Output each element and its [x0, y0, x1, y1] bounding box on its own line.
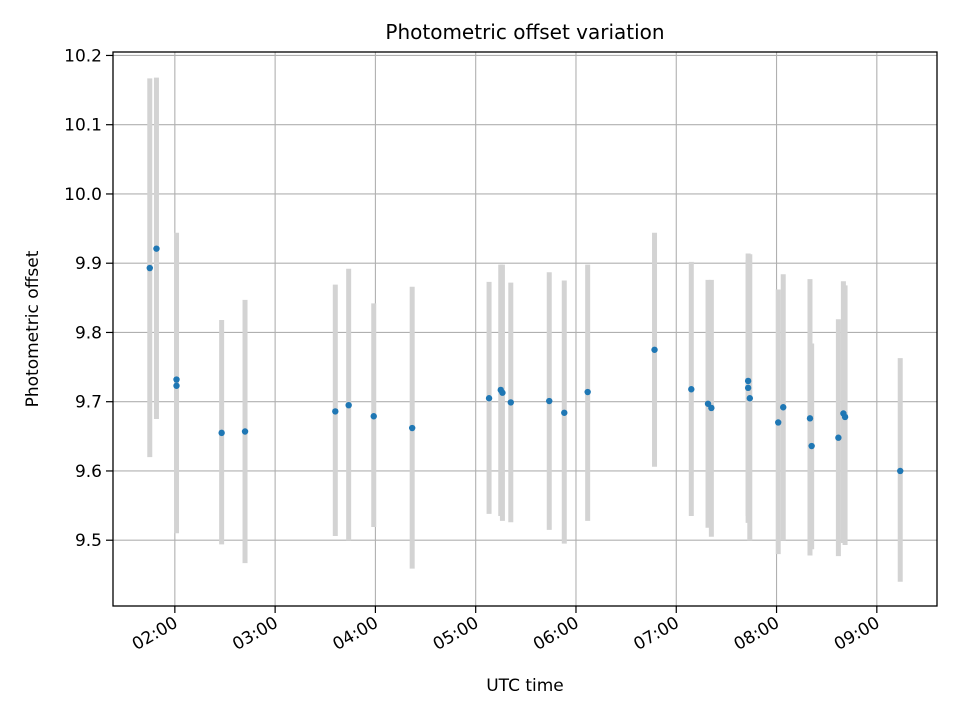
grid-lines [113, 52, 937, 606]
data-point [806, 415, 814, 422]
data-point [561, 409, 568, 416]
data-point [835, 434, 842, 441]
data-point [507, 399, 514, 406]
y-tick-label: 9.5 [75, 531, 102, 551]
data-point [780, 404, 787, 411]
x-axis-title: UTC time [486, 676, 564, 696]
plot-frame [112, 51, 938, 607]
data-point [651, 346, 658, 353]
data-point [897, 467, 904, 475]
y-tick-label: 9.9 [75, 254, 102, 274]
data-point [744, 377, 752, 385]
data-point [841, 413, 849, 421]
y-axis-title: Photometric offset [23, 250, 43, 407]
y-tick-label: 10.2 [64, 46, 102, 66]
y-tick-label: 10.1 [64, 116, 102, 136]
data-point [146, 264, 153, 272]
data-point [408, 424, 416, 432]
data-point [744, 384, 752, 392]
data-point [241, 428, 249, 435]
data-point [746, 395, 754, 402]
data-point [173, 382, 180, 389]
data-point [688, 386, 695, 393]
y-tick-label: 10.0 [64, 185, 102, 205]
data-point [218, 429, 225, 437]
data-point [153, 245, 160, 252]
y-tick-label: 9.8 [75, 323, 102, 343]
axis-ticks [106, 54, 878, 613]
data-point [485, 395, 493, 402]
data-point [370, 413, 377, 420]
data-points [146, 245, 904, 475]
data-point [499, 389, 506, 396]
data-point [584, 388, 591, 396]
data-point [808, 442, 815, 450]
data-point [546, 397, 553, 405]
y-tick-label: 9.6 [75, 462, 102, 482]
data-point [708, 404, 715, 412]
chart-title: Photometric offset variation [385, 20, 664, 44]
y-tick-labels: 9.5 9.6 9.7 9.8 9.9 10.0 10.1 10.2 [64, 46, 102, 551]
data-point [173, 376, 180, 383]
data-point [332, 408, 339, 415]
data-point [345, 401, 352, 409]
data-point [775, 419, 782, 426]
y-tick-label: 9.7 [75, 393, 102, 413]
